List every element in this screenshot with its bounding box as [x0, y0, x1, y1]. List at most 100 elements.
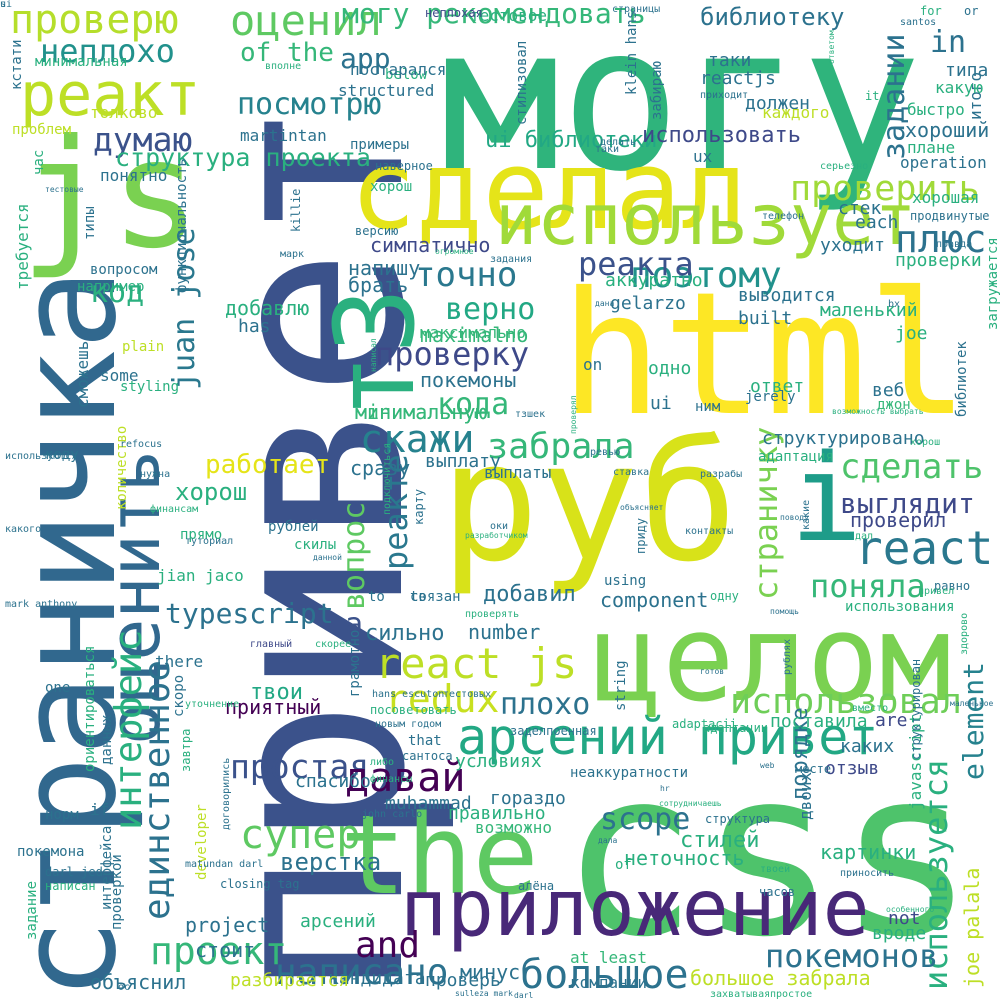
cloud-word: кода	[437, 387, 510, 422]
cloud-word: тзшек	[515, 409, 546, 420]
cloud-word: минус	[460, 960, 521, 984]
cloud-word: tо	[410, 589, 427, 605]
cloud-word: ставка	[613, 467, 650, 478]
cloud-word: неплохая	[425, 6, 483, 20]
cloud-word: постарался	[350, 60, 447, 79]
cloud-word: adaptacii	[672, 717, 738, 731]
cloud-word: jerely	[745, 389, 796, 405]
cloud-word: operation	[900, 153, 987, 172]
cloud-word: сотрудничаешь	[659, 799, 722, 808]
cloud-word: for	[920, 4, 942, 18]
cloud-word: каких	[840, 736, 895, 757]
cloud-word: либо	[370, 757, 395, 768]
cloud-word: дана	[595, 299, 615, 308]
cloud-word: ui	[650, 393, 672, 414]
cloud-word: возможность выбрать	[832, 407, 924, 416]
cloud-word: on	[583, 355, 603, 374]
cloud-word: целом	[590, 590, 952, 729]
cloud-word: scope	[600, 802, 691, 837]
cloud-word: maximalno	[420, 323, 529, 347]
cloud-word: or	[964, 4, 979, 18]
cloud-word: минимальную	[355, 400, 488, 424]
cloud-word: кстати	[9, 39, 25, 90]
cloud-word: проверял	[569, 395, 578, 434]
cloud-word: app	[340, 42, 391, 75]
cloud-word: простое	[770, 989, 813, 1000]
cloud-word: web	[760, 761, 775, 770]
cloud-word: верно	[445, 292, 536, 327]
cloud-word: martintan	[240, 126, 327, 145]
cloud-word: there	[155, 652, 204, 671]
cloud-word: требуется	[13, 203, 32, 290]
cloud-word: использования	[845, 599, 955, 615]
cloud-word: компании	[570, 973, 648, 992]
cloud-word: покемона	[17, 844, 85, 860]
cloud-word: bx	[888, 299, 901, 310]
cloud-word: some	[100, 366, 139, 385]
cloud-word: muhammad	[385, 793, 472, 814]
cloud-word: of the	[240, 38, 334, 68]
cloud-word: связан	[410, 589, 461, 605]
cloud-word: santos	[900, 17, 937, 28]
cloud-word: ответ	[750, 376, 805, 397]
cloud-word: darl jed	[45, 865, 103, 879]
cloud-word: john carlo	[362, 809, 423, 820]
cloud-word: посмотрю	[237, 87, 382, 122]
cloud-word: данной	[313, 553, 342, 562]
cloud-word: давай	[345, 755, 466, 801]
cloud-word: проверю	[10, 0, 179, 43]
cloud-word: сантоса	[402, 749, 453, 763]
cloud-word: привел	[918, 586, 955, 597]
cloud-word: хорош	[910, 437, 941, 448]
cloud-word: захватывая	[710, 989, 771, 1000]
cloud-word: верстка	[280, 848, 382, 876]
cloud-word: приносить	[840, 868, 895, 879]
cloud-word: готов	[700, 667, 725, 676]
cloud-word: реакт	[20, 60, 201, 130]
cloud-word: element	[957, 661, 990, 780]
cloud-word: посоветовать	[370, 703, 457, 717]
cloud-word: какую	[935, 78, 984, 97]
cloud-word: сильно	[365, 621, 445, 646]
cloud-word: алёна	[518, 879, 555, 893]
cloud-word: использует	[495, 179, 917, 261]
cloud-word: забираю	[649, 60, 665, 120]
cloud-word: js	[20, 108, 201, 282]
cloud-word: супер	[240, 812, 361, 858]
cloud-word: добавил	[483, 582, 576, 607]
cloud-word: объясняет	[620, 503, 664, 512]
cloud-word: скорее	[315, 639, 352, 650]
cloud-word: ui	[0, 0, 13, 10]
cloud-word: выплаты	[484, 463, 552, 482]
cloud-word: правильно	[448, 803, 546, 824]
cloud-word: мinимальную	[355, 400, 488, 424]
cloud-word: уточнение	[185, 699, 240, 710]
cloud-word: типа	[945, 60, 989, 81]
cloud-word: darl	[514, 991, 534, 1000]
cloud-word: ui библиотеки	[485, 128, 658, 153]
cloud-word: руб	[440, 406, 739, 598]
cloud-word: поэтому	[630, 255, 782, 296]
cloud-word: приходит	[700, 90, 749, 101]
cloud-word: проверки	[895, 250, 982, 271]
cloud-word: главный	[250, 639, 293, 650]
cloud-word: делать	[600, 137, 637, 148]
cloud-word: версию	[355, 224, 399, 238]
cloud-word: данных	[99, 714, 115, 765]
cloud-word: refocus	[120, 439, 163, 450]
cloud-word: hans escuton	[372, 689, 445, 700]
cloud-word: серьезно	[820, 161, 869, 172]
cloud-word: оки	[490, 521, 509, 532]
cloud-word: структурировано	[762, 428, 925, 449]
cloud-word: структура	[705, 812, 771, 826]
cloud-word: здорово	[959, 612, 970, 655]
cloud-word: марк	[280, 249, 305, 260]
cloud-word: плюс	[895, 217, 987, 261]
cloud-word: месте	[795, 762, 832, 776]
cloud-word: структурирован	[909, 658, 923, 760]
cloud-word: адаптация	[758, 449, 834, 465]
cloud-word: тестовое	[470, 6, 548, 25]
cloud-word: большое	[520, 952, 689, 998]
cloud-word: использовать	[642, 123, 801, 148]
cloud-word: задание	[24, 880, 40, 940]
